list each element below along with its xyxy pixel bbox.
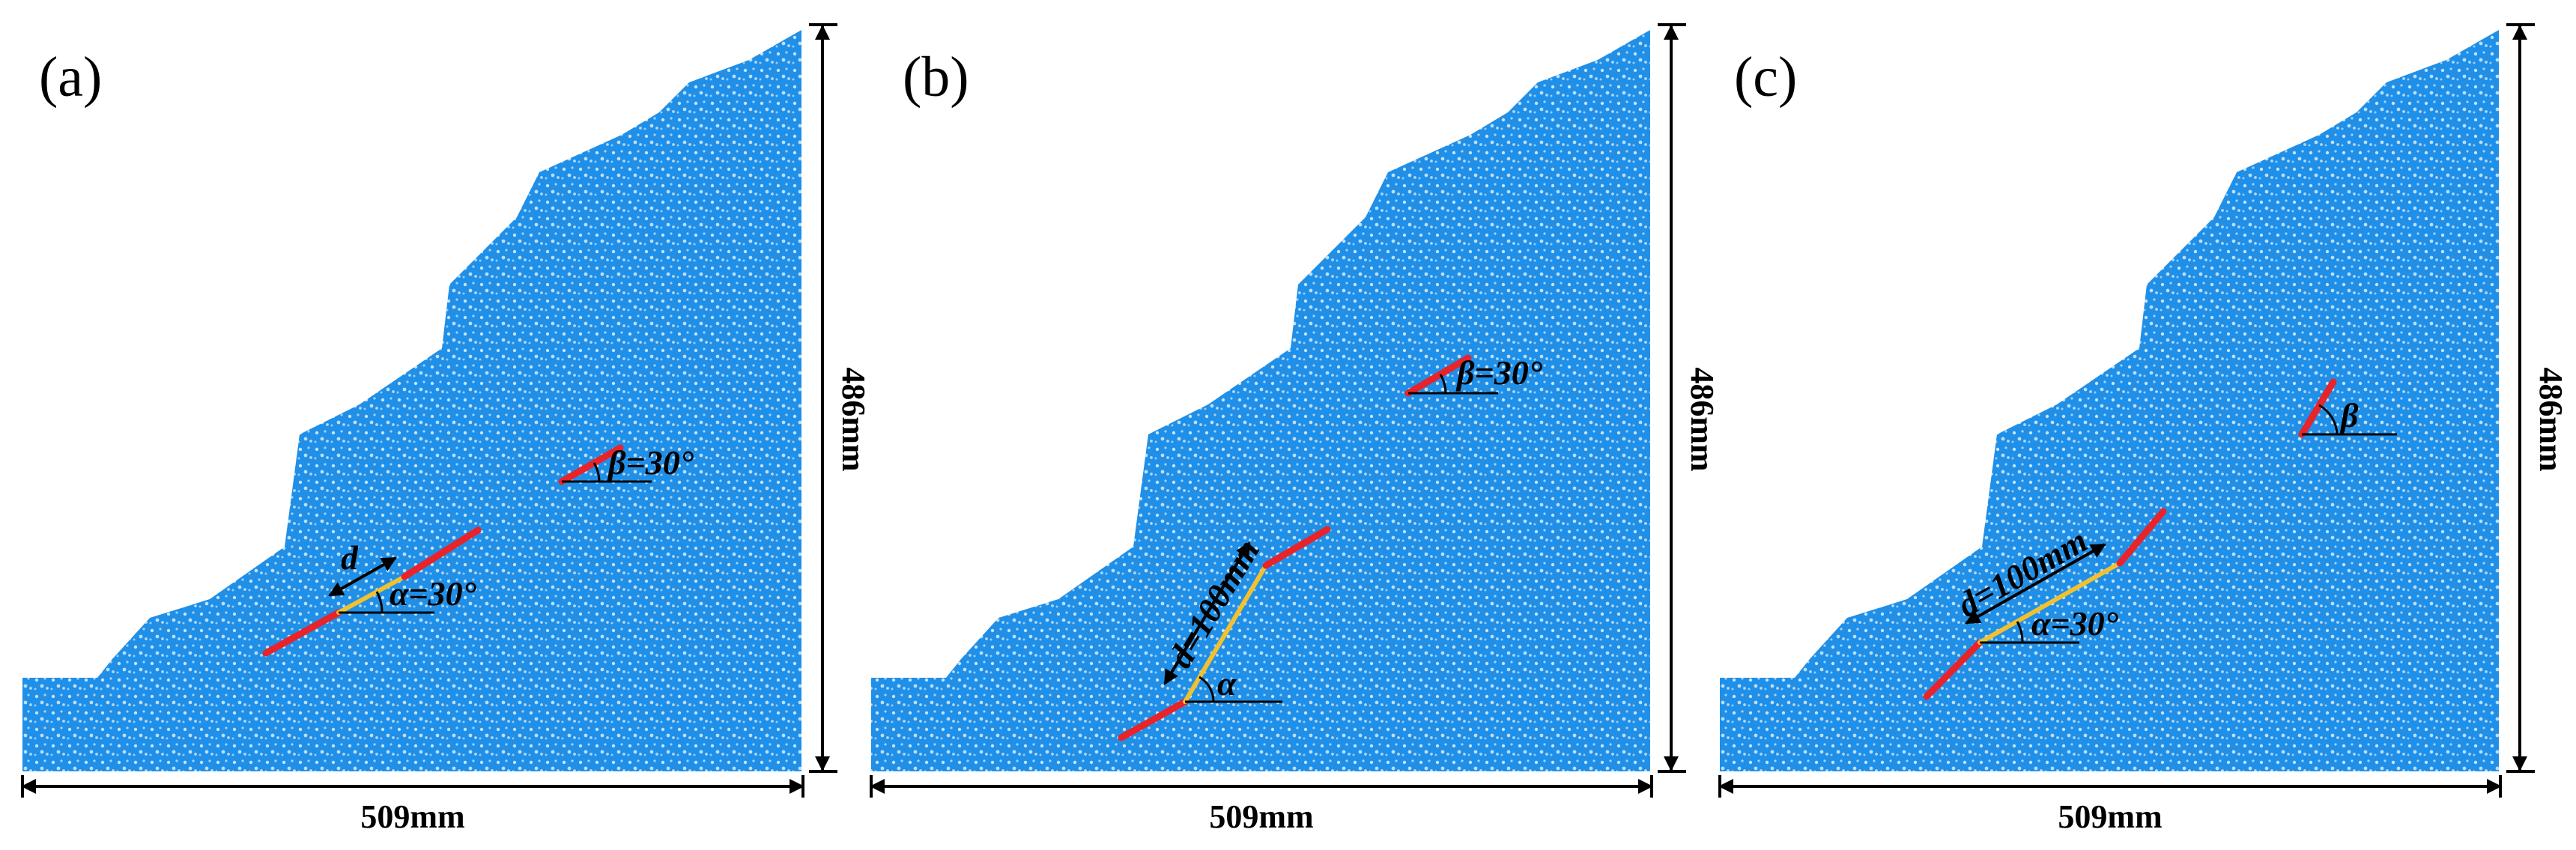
panel-label: (b) — [903, 46, 969, 109]
lower-flaw-right — [1262, 526, 1331, 569]
width-label: 509mm — [1209, 798, 1313, 835]
slope-model — [1720, 30, 2499, 771]
lower-flaw-left — [1923, 639, 1983, 700]
upper-flaw-label: β — [2339, 396, 2359, 434]
slope-model — [871, 30, 1650, 771]
height-label: 486mm — [835, 367, 872, 471]
panel-c: (c) 509mm 486mm β α=30° d=100mm — [1718, 23, 2569, 835]
panel-a: (a) 509mm 486mm β=30° α=30° d — [21, 23, 872, 835]
upper-flaw — [558, 444, 624, 485]
panel-label: (a) — [39, 46, 102, 109]
lower-flaw-right — [401, 526, 482, 580]
distance-arrow — [1163, 541, 1251, 685]
width-label: 509mm — [360, 798, 464, 835]
distance-arrow — [1965, 543, 2106, 625]
lower-flaw-left — [1118, 698, 1189, 741]
upper-flaw-label: β=30° — [1455, 353, 1543, 392]
distance-arrow — [328, 556, 397, 597]
width-label: 509mm — [2058, 798, 2162, 835]
slope-model — [22, 30, 801, 771]
lower-flaw-right — [2116, 508, 2167, 567]
beta-angle-arc — [1439, 374, 1447, 394]
alpha-label: α=30° — [2031, 604, 2119, 643]
distance-label: d — [341, 538, 359, 577]
beta-angle-arc — [593, 462, 601, 482]
upper-flaw — [2298, 378, 2337, 438]
alpha-label: α — [1217, 664, 1237, 702]
beta-angle-arc — [2318, 404, 2339, 435]
height-label: 486mm — [1684, 367, 1721, 471]
upper-flaw-label: β=30° — [607, 443, 694, 482]
upper-flaw — [1404, 354, 1472, 397]
alpha-label: α=30° — [390, 574, 477, 613]
lower-flaw-left — [262, 609, 342, 657]
panel-b: (b) 509mm 486mm β=30° α d=100mm — [870, 23, 1721, 835]
height-label: 486mm — [2533, 367, 2569, 471]
panel-label: (c) — [1734, 46, 1797, 109]
